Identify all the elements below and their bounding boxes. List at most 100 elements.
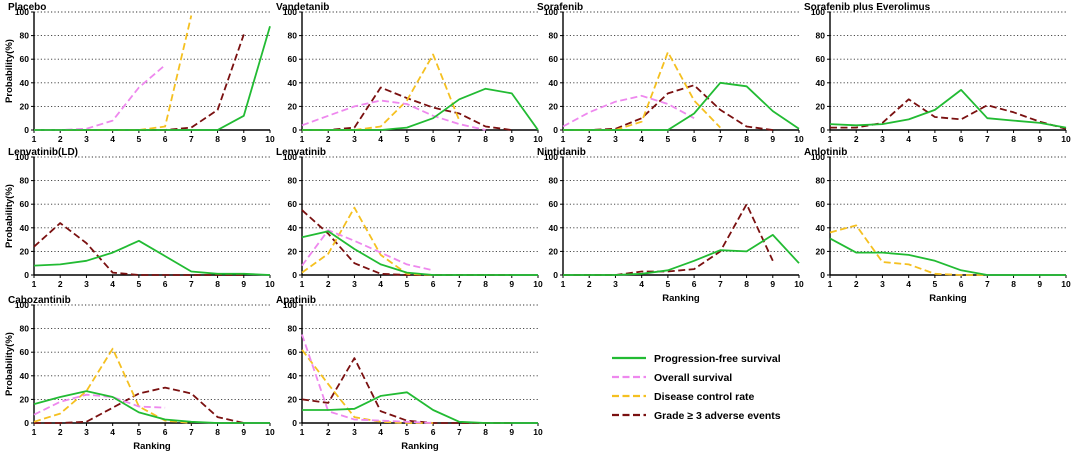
- y-tick-label: 80: [20, 176, 30, 186]
- x-tick-label: 7: [189, 427, 194, 437]
- x-tick-label: 2: [58, 134, 63, 144]
- x-tick-label: 4: [110, 279, 115, 289]
- y-tick-label: 80: [20, 31, 30, 41]
- x-tick-label: 9: [241, 134, 246, 144]
- x-tick-label: 7: [457, 134, 462, 144]
- series-line-progression-free-survival: [302, 87, 539, 131]
- y-tick-label: 80: [20, 324, 30, 334]
- x-tick-label: 5: [666, 134, 671, 144]
- x-tick-label: 8: [483, 427, 488, 437]
- x-axis-label: Ranking: [401, 441, 439, 451]
- panel-title: Sorafenib: [537, 2, 583, 13]
- x-tick-label: 9: [241, 279, 246, 289]
- series-line-grade-3-adverse-events: [34, 386, 244, 424]
- y-tick-label: 0: [24, 125, 29, 135]
- panel-vandetanib: Vandetanib 0 20 40 60 80 100 1 2 3 4 5 6 7 8 9 10: [276, 2, 543, 144]
- x-tick-label: 4: [378, 427, 383, 437]
- series-line-grade-3-adverse-events: [302, 86, 512, 131]
- x-tick-label: 4: [639, 279, 644, 289]
- x-tick-label: 3: [352, 279, 357, 289]
- panel-nintidanib: Nintidanib 0 20 40 60 80 100 1 2 3 4 5 6 7 8 9 10 Ranking: [537, 147, 804, 304]
- y-tick-label: 60: [816, 199, 826, 209]
- x-tick-label: 10: [794, 279, 804, 289]
- series-line-progression-free-survival: [301, 230, 538, 276]
- x-tick-label: 9: [1037, 279, 1042, 289]
- x-tick-label: 5: [137, 279, 142, 289]
- y-tick-label: 0: [292, 418, 297, 428]
- series-line-disease-control-rate: [829, 224, 988, 276]
- series-line-overall-survival: [301, 334, 434, 424]
- x-tick-label: 6: [431, 134, 436, 144]
- panel-sorafenib-plus-everolimus: Sorafenib plus Everolimus 0 20 40 60 80 100 1 2 3…: [804, 2, 1071, 144]
- panel-placebo: Placebo 0 20 40 60 80 100 1 2 3 4 5 6 7 8 9 10 Probabilit…: [4, 2, 275, 144]
- x-tick-label: 3: [84, 134, 89, 144]
- x-tick-label: 3: [352, 427, 357, 437]
- x-tick-label: 10: [533, 134, 543, 144]
- x-tick-label: 4: [378, 279, 383, 289]
- x-tick-label: 1: [828, 279, 833, 289]
- x-tick-label: 10: [265, 134, 275, 144]
- x-tick-label: 7: [189, 134, 194, 144]
- panel-title: Cabozantinib: [8, 295, 71, 306]
- x-tick-label: 9: [770, 279, 775, 289]
- x-tick-label: 2: [326, 427, 331, 437]
- y-tick-label: 20: [549, 246, 559, 256]
- series-line-disease-control-rate: [301, 206, 434, 276]
- y-tick-label: 0: [820, 270, 825, 280]
- x-tick-label: 2: [58, 279, 63, 289]
- y-tick-label: 20: [288, 246, 298, 256]
- x-tick-label: 3: [84, 279, 89, 289]
- x-tick-label: 5: [933, 134, 938, 144]
- x-tick-label: 3: [613, 134, 618, 144]
- panel-cabozantinib: Cabozantinib 0 20 40 60 80 100 1 2 3 4 5 6 7 8 9 10 Proba…: [4, 295, 275, 451]
- legend: Progression-free survival Overall surviva…: [612, 353, 781, 422]
- y-tick-label: 100: [811, 7, 825, 17]
- y-tick-label: 0: [553, 125, 558, 135]
- x-tick-label: 5: [666, 279, 671, 289]
- y-tick-label: 20: [816, 246, 826, 256]
- y-tick-label: 20: [20, 101, 30, 111]
- x-tick-label: 5: [405, 134, 410, 144]
- y-tick-label: 0: [553, 270, 558, 280]
- y-tick-label: 80: [549, 31, 559, 41]
- x-tick-label: 9: [1037, 134, 1042, 144]
- x-tick-label: 2: [326, 279, 331, 289]
- series-line-progression-free-survival: [829, 237, 1066, 276]
- panel-title: Placebo: [8, 2, 46, 13]
- x-tick-label: 1: [300, 427, 305, 437]
- x-tick-label: 9: [509, 134, 514, 144]
- x-tick-label: 10: [533, 279, 543, 289]
- y-tick-label: 0: [292, 125, 297, 135]
- y-tick-label: 100: [283, 300, 297, 310]
- x-tick-label: 2: [854, 279, 859, 289]
- x-tick-label: 10: [265, 279, 275, 289]
- y-tick-label: 40: [288, 371, 298, 381]
- x-tick-label: 3: [352, 134, 357, 144]
- y-tick-label: 60: [816, 54, 826, 64]
- x-tick-label: 5: [137, 427, 142, 437]
- x-tick-label: 1: [300, 279, 305, 289]
- y-tick-label: 100: [544, 7, 558, 17]
- x-tick-label: 7: [985, 279, 990, 289]
- y-tick-label: 60: [20, 347, 30, 357]
- series-line-overall-survival: [301, 99, 486, 131]
- x-tick-label: 1: [32, 279, 37, 289]
- y-tick-label: 80: [288, 176, 298, 186]
- x-tick-label: 10: [794, 134, 804, 144]
- y-tick-label: 40: [288, 78, 298, 88]
- series-line-overall-survival: [562, 94, 695, 128]
- series-line-progression-free-survival: [34, 25, 271, 131]
- x-tick-label: 6: [163, 134, 168, 144]
- series-line-progression-free-survival: [302, 391, 538, 424]
- panel-lenvatinib-ld: Lenvatinib(LD) 0 20 40 60 80 100 1 2 3 4 5 6 7 8 9 10 Pro…: [4, 147, 275, 289]
- x-tick-label: 3: [880, 134, 885, 144]
- y-tick-label: 0: [292, 270, 297, 280]
- y-tick-label: 0: [24, 418, 29, 428]
- y-tick-label: 80: [288, 324, 298, 334]
- y-tick-label: 40: [549, 223, 559, 233]
- x-tick-label: 6: [163, 279, 168, 289]
- panel-lenvatinib: Lenvatinib 0 20 40 60 80 100 1 2 3 4 5 6 7 8 9 10: [276, 147, 543, 289]
- y-tick-label: 80: [816, 31, 826, 41]
- panel-sorafenib: Sorafenib 0 20 40 60 80 100 1 2 3 4 5 6 7 8 9 10: [537, 2, 804, 144]
- y-tick-label: 100: [283, 7, 297, 17]
